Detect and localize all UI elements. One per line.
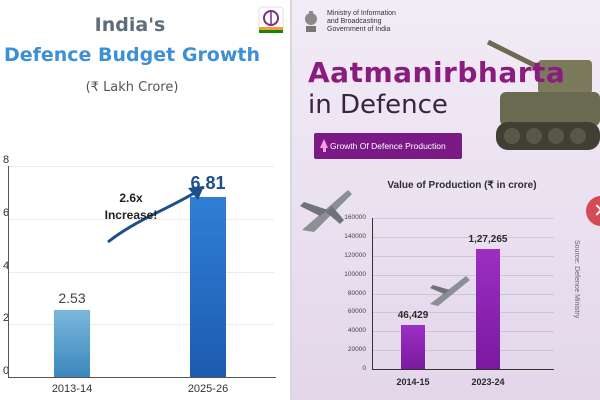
production-y-tick-label: 20000 xyxy=(347,346,366,354)
production-y-gridline xyxy=(372,236,554,238)
bar-2025-26 xyxy=(190,197,226,377)
production-y-gridline xyxy=(372,255,554,257)
national-emblem-icon xyxy=(305,11,317,32)
y-tick-label: 0 xyxy=(3,365,10,377)
production-y-tick-label: 40000 xyxy=(347,327,366,335)
production-y-gridline xyxy=(372,350,554,352)
production-bar-2023-24 xyxy=(476,248,500,369)
production-y-gridline xyxy=(372,218,554,219)
arrow-up-icon-stem xyxy=(322,146,326,152)
production-bar-value-label: 46,429 xyxy=(397,310,429,322)
y-gridline xyxy=(8,166,274,167)
ministry-header-line1: Ministry of Information xyxy=(327,10,396,17)
y-tick-label: 8 xyxy=(3,154,10,166)
annotation-line2: Increase! xyxy=(104,208,158,222)
production-y-axis xyxy=(372,218,373,369)
x-tick-label: 2013-14 xyxy=(51,383,93,395)
pib-logo-icon xyxy=(258,6,284,34)
arrow-up-icon xyxy=(320,139,328,148)
fighter-jet-illustration xyxy=(300,190,352,232)
ministry-header: Ministry of Information and Broadcasting… xyxy=(327,10,457,34)
increase-annotation: 2.6x Increase! xyxy=(86,190,176,224)
chart-unit-label: (₹ Lakh Crore) xyxy=(85,80,179,95)
y-gridline xyxy=(8,324,274,326)
production-bar-value-label: 1,27,265 xyxy=(468,233,508,245)
production-x-axis xyxy=(372,369,554,370)
x-axis xyxy=(8,377,276,378)
chevron-right-icon[interactable] xyxy=(586,196,600,226)
x-tick-label: 2025-26 xyxy=(187,383,229,395)
production-y-tick-label: 60000 xyxy=(347,308,366,316)
production-y-gridline xyxy=(372,293,554,295)
bar-2013-14 xyxy=(54,310,90,377)
ministry-header-line3: Government of India xyxy=(327,26,391,33)
source-note: Source: Defence Ministry xyxy=(573,240,580,319)
production-x-tick-label: 2023-24 xyxy=(471,377,505,387)
production-y-tick-label: 140000 xyxy=(344,232,366,240)
production-y-tick-label: 160000 xyxy=(344,214,366,221)
production-y-gridline xyxy=(372,274,554,276)
chart-title-line1: India's xyxy=(94,14,166,36)
page-title-line2: in Defence xyxy=(308,90,448,120)
bar-value-label: 2.53 xyxy=(58,290,86,307)
chart-title-line2: Defence Budget Growth xyxy=(3,44,261,66)
production-chart-title: Value of Production (₹ in crore) xyxy=(387,180,537,191)
page-title-line1: Aatmanirbharta xyxy=(308,56,566,89)
increase-arrow-icon xyxy=(107,186,204,244)
y-tick-label: 6 xyxy=(3,206,10,219)
production-y-tick-label: 80000 xyxy=(347,289,366,297)
y-tick-label: 2 xyxy=(3,312,10,325)
ministry-header-line2: and Broadcasting xyxy=(327,18,382,25)
production-y-tick-label: 100000 xyxy=(344,270,366,278)
budget-growth-panel: India's Defence Budget Growth (₹ Lakh Cr… xyxy=(0,0,292,400)
subtitle-text: Growth Of Defence Production xyxy=(330,141,446,151)
defence-production-panel: Ministry of Information and Broadcasting… xyxy=(292,0,600,400)
y-gridline xyxy=(8,271,274,273)
production-y-tick-label: 0 xyxy=(362,365,366,372)
tank-illustration xyxy=(486,39,600,150)
production-bar-2014-15 xyxy=(401,325,425,369)
annotation-line1: 2.6x xyxy=(119,191,143,205)
y-tick-label: 4 xyxy=(3,259,10,272)
subtitle-banner: Growth Of Defence Production xyxy=(314,133,462,159)
panel-divider xyxy=(290,0,292,400)
production-y-gridline xyxy=(372,312,554,314)
y-axis xyxy=(8,166,9,378)
production-y-gridline xyxy=(372,331,554,333)
production-x-tick-label: 2014-15 xyxy=(396,377,430,387)
small-jet-illustration xyxy=(430,276,470,306)
production-y-tick-label: 120000 xyxy=(344,251,366,259)
